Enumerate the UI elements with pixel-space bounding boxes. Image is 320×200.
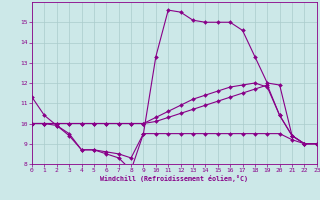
X-axis label: Windchill (Refroidissement éolien,°C): Windchill (Refroidissement éolien,°C) — [100, 175, 248, 182]
